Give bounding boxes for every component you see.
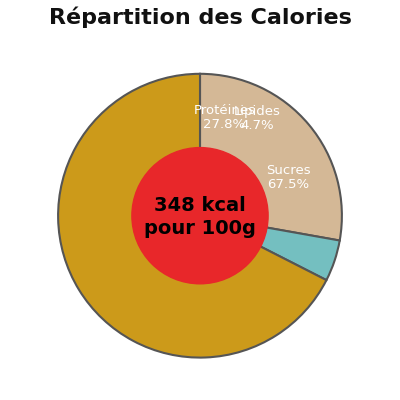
Text: Protéines: Protéines — [194, 104, 256, 117]
Text: Sucres: Sucres — [266, 164, 311, 177]
Text: 67.5%: 67.5% — [267, 178, 309, 191]
Text: 27.8%: 27.8% — [204, 118, 246, 131]
Text: Lipides: Lipides — [234, 105, 280, 118]
Text: pour 100g: pour 100g — [144, 219, 256, 238]
Wedge shape — [200, 216, 340, 280]
Wedge shape — [58, 74, 326, 358]
Wedge shape — [200, 74, 342, 240]
Title: Répartition des Calories: Répartition des Calories — [48, 7, 352, 28]
Text: 348 kcal: 348 kcal — [154, 196, 246, 215]
Text: 4.7%: 4.7% — [240, 119, 274, 132]
Circle shape — [132, 148, 268, 284]
